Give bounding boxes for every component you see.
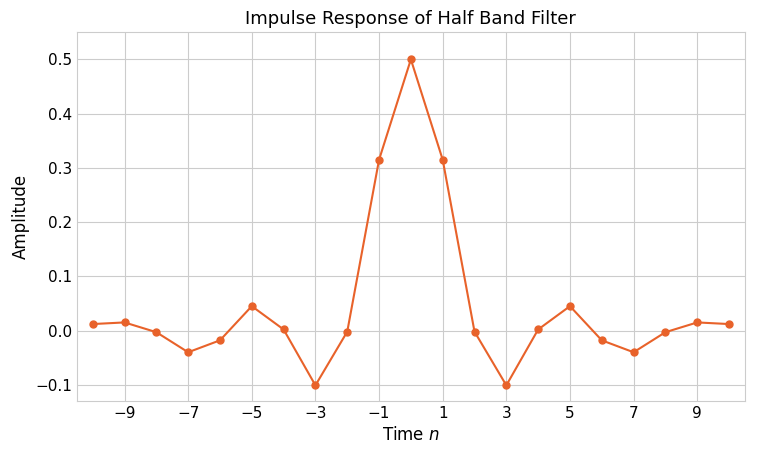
X-axis label: Time $n$: Time $n$ xyxy=(382,426,440,444)
Title: Impulse Response of Half Band Filter: Impulse Response of Half Band Filter xyxy=(246,10,576,28)
Y-axis label: Amplitude: Amplitude xyxy=(12,174,29,259)
